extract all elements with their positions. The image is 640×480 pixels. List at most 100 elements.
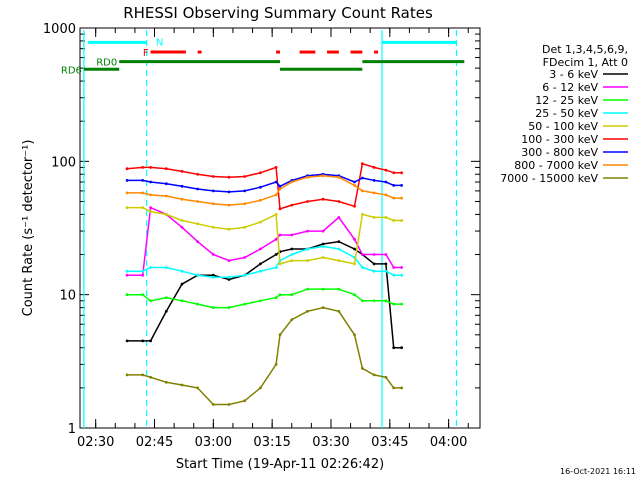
series-point: [196, 302, 200, 306]
series-point: [227, 306, 231, 309]
legend-label: 3 - 6 keV: [549, 68, 598, 81]
series-point: [306, 309, 309, 313]
series-point: [361, 176, 364, 180]
flag-label-rd6: RD6: [61, 65, 82, 76]
legend-label: 100 - 300 keV: [521, 133, 598, 146]
series-point: [384, 262, 388, 266]
series-point: [211, 189, 215, 193]
series-point: [278, 262, 282, 266]
y-tick-label: 1000: [43, 22, 76, 37]
series-point: [306, 200, 309, 203]
legend-label: 6 - 12 keV: [542, 81, 598, 94]
series-point: [164, 194, 168, 198]
series-point: [149, 206, 153, 210]
series-point: [196, 172, 200, 176]
series-point: [180, 170, 184, 173]
series-point: [361, 213, 364, 216]
series-point: [125, 206, 129, 210]
series-point: [211, 403, 215, 406]
y-axis-label: Count Rate (s⁻¹ detector⁻¹): [21, 140, 36, 317]
series-point: [321, 174, 325, 178]
series-point: [372, 269, 376, 273]
series-point: [337, 247, 341, 251]
series-point: [392, 266, 396, 269]
series-point: [149, 210, 153, 214]
legend: Det 1,3,4,5,6,9, FDecim 1, Att 0 3 - 6 k…: [500, 43, 628, 185]
series-point: [392, 346, 396, 350]
series-point: [141, 339, 145, 343]
series-line-8: [127, 306, 402, 406]
series-point: [321, 256, 325, 259]
series-point: [125, 179, 129, 182]
series-line-6: [127, 173, 402, 193]
series-point: [196, 187, 200, 191]
series-point: [164, 213, 168, 216]
series-point: [227, 403, 231, 406]
series-point: [384, 193, 388, 197]
plot-frame: [79, 27, 481, 429]
legend-label: 50 - 100 keV: [528, 120, 598, 133]
series-point: [353, 333, 356, 337]
series-point: [211, 253, 215, 256]
series-point: [392, 302, 396, 306]
x-axis: 02:30 02:45 03:00 03:15 03:30 03:45 04:00: [77, 28, 469, 450]
series-point: [384, 253, 388, 256]
series-point: [278, 184, 282, 188]
series-point: [321, 229, 325, 233]
series-point: [306, 175, 309, 179]
series-point: [372, 166, 376, 169]
series-point: [196, 240, 200, 244]
legend-label: 25 - 50 keV: [535, 107, 598, 120]
x-tick-label: 03:00: [195, 435, 232, 450]
series-point: [384, 168, 388, 172]
series-point: [211, 273, 215, 277]
series-point: [290, 247, 294, 251]
series-point: [149, 266, 153, 269]
series-point: [125, 191, 129, 195]
series-point: [141, 293, 145, 297]
x-tick-label: 04:00: [430, 435, 467, 450]
series-point: [353, 293, 356, 297]
series-point: [180, 282, 184, 286]
series-point: [337, 240, 341, 244]
series-point: [353, 204, 356, 208]
series-point: [274, 237, 278, 241]
series-point: [227, 275, 231, 279]
x-tick-label: 02:45: [136, 435, 173, 450]
series-point: [278, 233, 282, 237]
series-point: [211, 175, 215, 178]
series-point: [321, 287, 325, 291]
series-point: [149, 166, 153, 169]
series-point: [274, 363, 278, 366]
series-point: [259, 262, 262, 266]
series-point: [278, 333, 282, 337]
series-point: [141, 269, 145, 273]
series-point: [290, 180, 294, 184]
series-point: [274, 180, 278, 184]
flag-label-rd0: RD0: [96, 58, 117, 69]
legend-label: 800 - 7000 keV: [514, 159, 598, 172]
series-point: [141, 166, 145, 169]
series-point: [353, 184, 356, 187]
series-point: [274, 166, 278, 169]
series-point: [227, 259, 231, 262]
series-point: [384, 299, 388, 303]
series-point: [211, 225, 215, 229]
series-point: [290, 233, 294, 237]
series-point: [180, 299, 184, 303]
series-point: [400, 196, 403, 200]
series-point: [125, 339, 129, 343]
series-point: [372, 191, 376, 195]
series-point: [125, 167, 129, 171]
series-point: [196, 200, 200, 203]
series-line-2: [127, 288, 402, 309]
series-point: [361, 299, 364, 303]
series-point: [372, 179, 376, 182]
flag-label-f: F: [143, 48, 149, 59]
flag-bars: NF RD0 RD6: [61, 37, 465, 76]
x-tick-label: 02:30: [77, 435, 114, 450]
series-point: [278, 293, 282, 297]
series-point: [259, 185, 262, 189]
series-point: [243, 189, 247, 193]
